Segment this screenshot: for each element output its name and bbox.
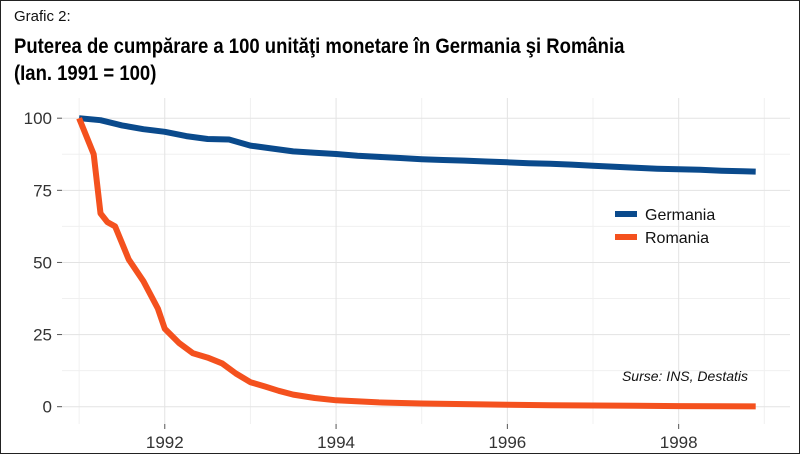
series-line-romania xyxy=(76,117,756,410)
grid-lines xyxy=(62,98,790,424)
chart-title-line-1: Puterea de cumpărare a 100 unităţi monet… xyxy=(14,34,625,58)
x-tick-label: 1992 xyxy=(146,433,184,452)
x-tick-label: 1996 xyxy=(488,433,526,452)
chart-kicker: Grafic 2: xyxy=(14,8,71,25)
y-tick-label: 0 xyxy=(43,398,52,417)
y-tick-label: 75 xyxy=(33,181,52,200)
legend: Germania Romania xyxy=(615,207,715,247)
plot-panel xyxy=(62,98,790,424)
chart-title-line-2: (Ian. 1991 = 100) xyxy=(14,61,157,85)
series-lines xyxy=(76,115,756,410)
y-tick-label: 50 xyxy=(33,253,52,272)
legend-label-germania: Germania xyxy=(645,207,715,224)
chart-title: Puterea de cumpărare a 100 unităţi monet… xyxy=(14,33,668,87)
axis-tick-labels: 0 25 50 75 100 1992 1994 1996 1998 xyxy=(24,109,698,452)
x-tick-label: 1998 xyxy=(660,433,698,452)
series-line-germania xyxy=(78,115,756,175)
legend-label-romania: Romania xyxy=(645,230,709,247)
y-tick-label: 25 xyxy=(33,326,52,345)
x-tick-label: 1994 xyxy=(317,433,355,452)
y-tick-label: 100 xyxy=(24,109,52,128)
source-note: Surse: INS, Destatis xyxy=(622,368,748,384)
